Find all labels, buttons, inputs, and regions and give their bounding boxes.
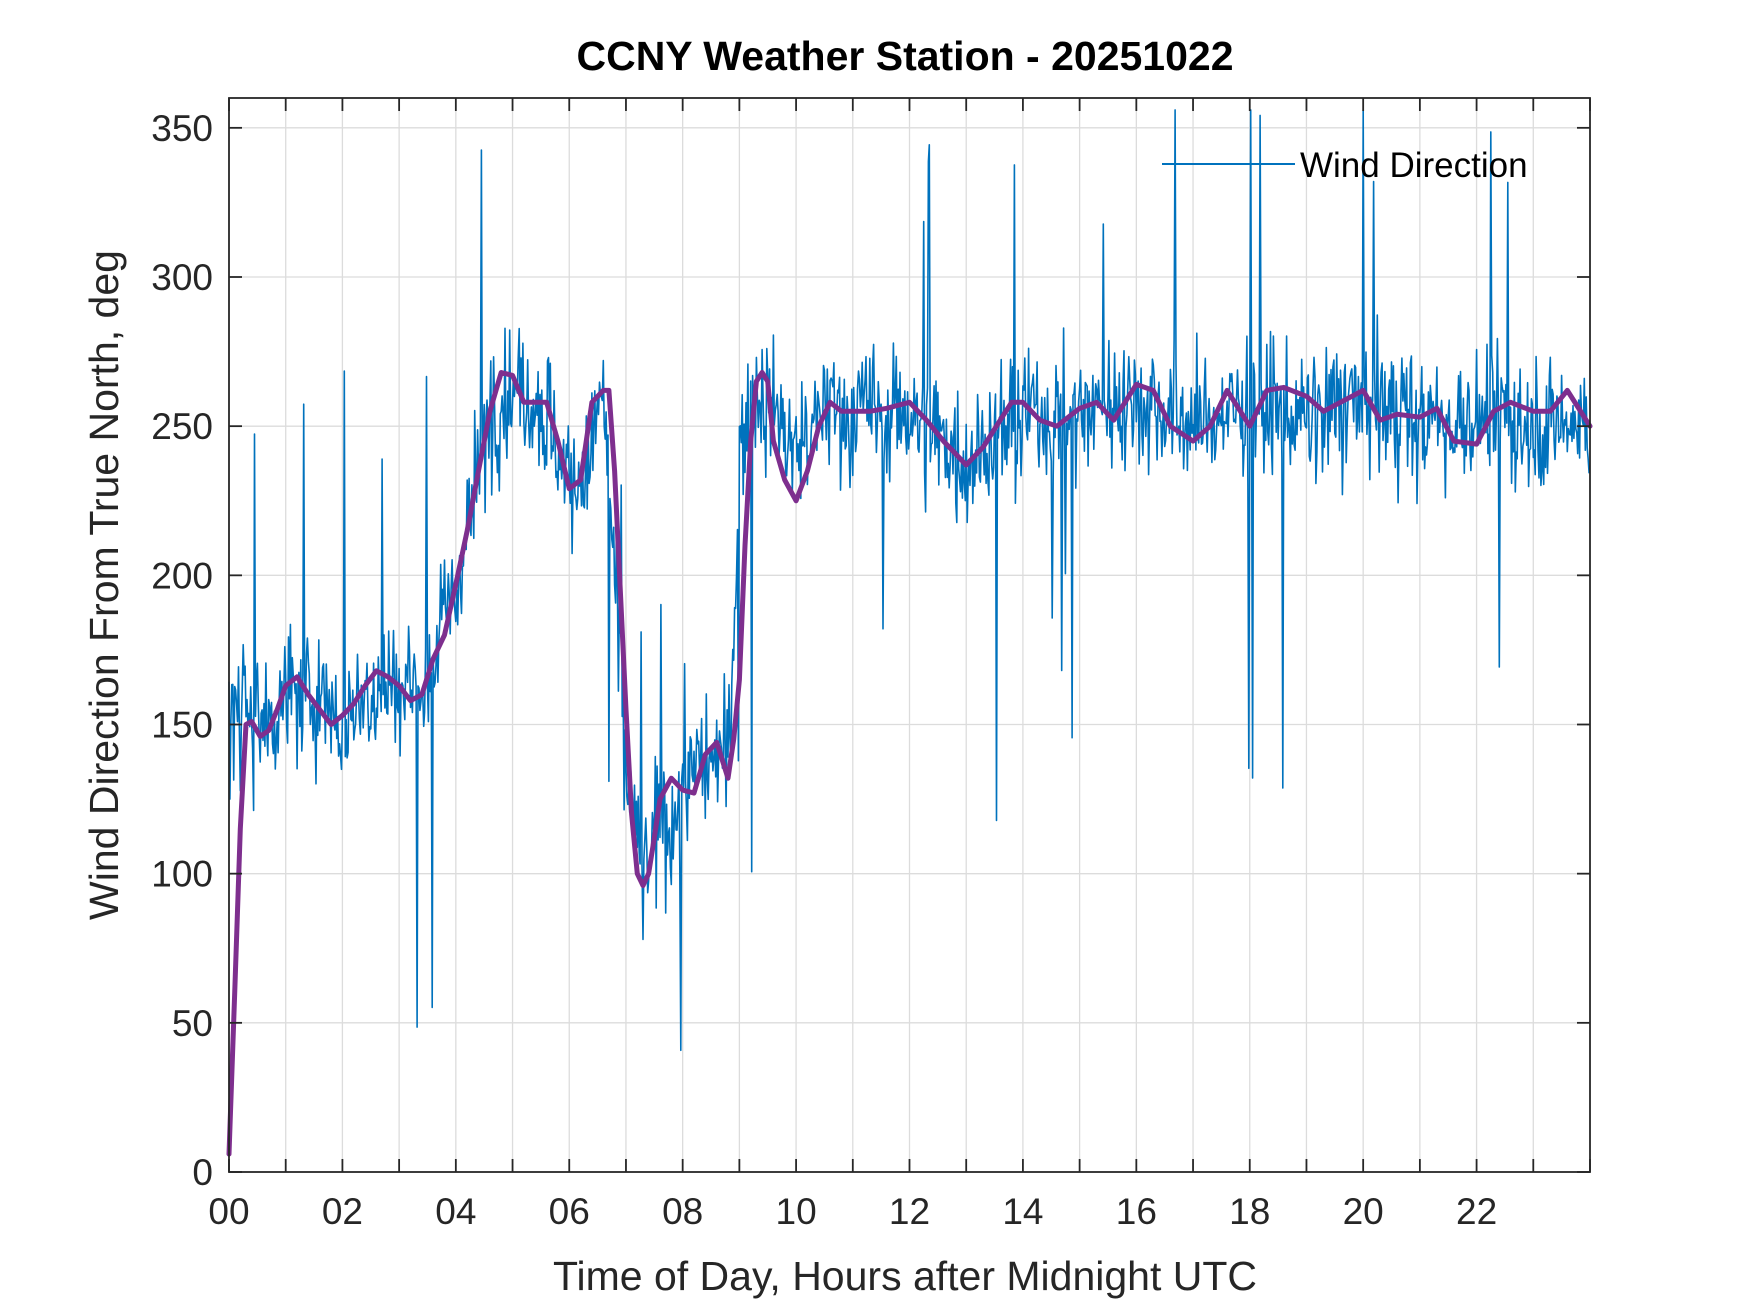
x-tick-label: 14 — [1002, 1191, 1043, 1232]
x-tick-label: 16 — [1116, 1191, 1157, 1232]
y-axis-label: Wind Direction From True North, deg — [81, 250, 127, 920]
x-tick-label: 12 — [889, 1191, 930, 1232]
y-tick-label: 0 — [192, 1152, 213, 1193]
y-tick-label: 250 — [151, 406, 213, 447]
y-tick-label: 350 — [151, 108, 213, 149]
y-tick-labels: 0 50 100 150 200 250 300 350 — [151, 108, 213, 1193]
axes — [228, 97, 1591, 1173]
legend: Wind Direction — [1162, 146, 1528, 185]
legend-entry-wind-direction: Wind Direction — [1300, 146, 1528, 185]
grid — [229, 98, 1590, 1172]
x-tick-label: 08 — [662, 1191, 703, 1232]
y-tick-label: 50 — [172, 1003, 213, 1044]
x-tick-label: 10 — [776, 1191, 817, 1232]
x-tick-label: 02 — [322, 1191, 363, 1232]
x-tick-label: 20 — [1343, 1191, 1384, 1232]
x-tick-label: 06 — [549, 1191, 590, 1232]
y-tick-label: 100 — [151, 854, 213, 895]
x-axis-label: Time of Day, Hours after Midnight UTC — [553, 1253, 1257, 1299]
x-tick-label: 22 — [1456, 1191, 1497, 1232]
x-tick-label: 04 — [435, 1191, 476, 1232]
chart-title: CCNY Weather Station - 20251022 — [576, 33, 1233, 79]
x-tick-label: 18 — [1229, 1191, 1270, 1232]
y-tick-label: 300 — [151, 257, 213, 298]
wind-direction-series — [228, 109, 1590, 1052]
smoothed-wind-direction-series — [226, 370, 1593, 1157]
y-tick-label: 200 — [151, 555, 213, 596]
x-tick-label: 00 — [208, 1191, 249, 1232]
smoothed-wind-direction-line — [226, 370, 1593, 1157]
x-tick-labels: 00 02 04 06 08 10 12 14 16 18 20 22 — [208, 1191, 1497, 1232]
wind-direction-line — [228, 109, 1590, 1052]
y-tick-label: 150 — [151, 705, 213, 746]
